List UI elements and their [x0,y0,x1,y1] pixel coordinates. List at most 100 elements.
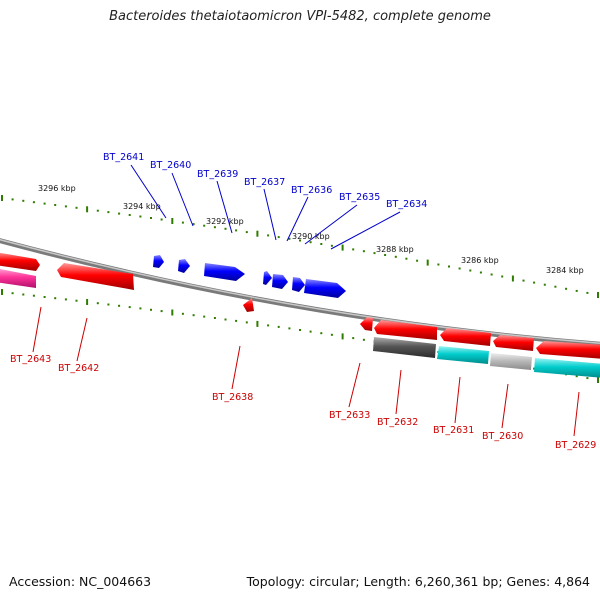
gene-label-bt2638[interactable]: BT_2638 [212,392,253,403]
minor-tick [533,367,536,370]
minor-tick [362,250,365,253]
minor-tick [309,241,312,244]
gene-label-bt2637[interactable]: BT_2637 [244,177,285,188]
gene-arrow-bt2633[interactable] [360,317,373,331]
major-tick [341,333,344,340]
minor-tick [575,289,578,292]
gene-arrow-bt2638[interactable] [243,298,254,312]
minor-tick [107,211,110,214]
minor-tick [235,229,238,232]
gene-arrow-bt2632[interactable] [374,320,437,340]
minor-tick [213,317,216,319]
gene-arrow-bt2635[interactable] [292,277,305,292]
gene-label-bt2630[interactable]: BT_2630 [482,431,523,442]
gene-label-bt2640[interactable]: BT_2640 [150,160,191,171]
minor-tick [330,333,333,336]
minor-tick [192,223,195,226]
ruler-label: 3286 kbp [461,256,499,265]
gene-label-bt2634[interactable]: BT_2634 [386,199,427,210]
gene-arrow-bt2642[interactable] [57,263,134,290]
minor-tick [96,209,99,212]
gene-arrow-bt2643[interactable] [0,252,40,271]
minor-tick [288,327,291,330]
minor-tick [224,318,227,321]
minor-tick [54,297,57,300]
minor-tick [224,227,227,230]
gene-label-bt2639[interactable]: BT_2639 [197,169,238,180]
gene-label-bt2629[interactable]: BT_2629 [555,440,596,451]
minor-tick [277,325,280,328]
minor-tick [75,206,78,209]
gene-label-bt2642[interactable]: BT_2642 [58,363,99,374]
gene-label-bt2632[interactable]: BT_2632 [377,417,418,428]
minor-tick [320,243,323,245]
gene-label-bt2643[interactable]: BT_2643 [10,354,51,365]
minor-tick [150,308,152,311]
minor-tick [32,201,35,204]
feature-track-gray [373,337,436,358]
major-tick [341,244,344,251]
major-tick [171,218,174,224]
minor-tick [32,294,35,297]
minor-tick [118,212,121,215]
minor-tick [479,271,482,274]
minor-tick [43,202,46,205]
ruler-label: 3292 kbp [206,217,244,226]
gene-arrow-bt2630[interactable] [493,335,534,351]
minor-tick [501,275,504,278]
minor-tick [245,321,248,324]
gene-label-bt2631[interactable]: BT_2631 [433,425,474,436]
major-tick [426,259,429,266]
minor-tick [245,231,248,234]
minor-tick [267,234,270,237]
minor-tick [75,299,78,302]
minor-tick [118,304,121,307]
minor-tick [11,292,14,295]
minor-tick [416,259,419,262]
forward-gene-labels: BT_2641 BT_2640 BT_2639 BT_2637 BT_2636 … [103,152,427,210]
minor-tick [373,252,376,255]
minor-tick [54,204,57,206]
gene-arrow-bt2634[interactable] [304,279,346,298]
minor-tick [586,377,589,380]
minor-tick [362,338,365,341]
gene-label-bt2635[interactable]: BT_2635 [339,192,380,203]
minor-tick [299,239,301,242]
minor-tick [107,303,110,306]
map-title: Bacteroides thetaiotaomicron VPI-5482, c… [109,9,491,24]
minor-tick [490,273,493,276]
minor-tick [22,199,25,202]
ruler-label: 3284 kbp [546,266,584,275]
gene-label-bt2636[interactable]: BT_2636 [291,185,332,196]
minor-tick [437,263,440,266]
ruler-label: 3296 kbp [38,184,76,193]
minor-tick [203,315,206,318]
gene-arrow-bt2639[interactable] [204,263,245,281]
minor-tick [405,257,408,260]
minor-tick [352,248,355,251]
minor-tick [554,285,557,288]
gene-arrow-bt2637[interactable] [263,271,272,285]
minor-tick [522,279,525,282]
minor-tick [128,306,131,309]
minor-tick [22,293,25,296]
minor-tick [299,329,301,331]
gene-arrow-bt2641[interactable] [153,255,164,268]
gene-arrow-bt2636[interactable] [272,274,288,289]
gene-arrow-bt2631[interactable] [440,328,491,346]
major-tick [256,230,259,237]
gene-label-bt2641[interactable]: BT_2641 [103,152,144,163]
major-tick [1,289,3,295]
major-tick [597,377,599,383]
minor-tick [150,217,152,219]
gene-arrow-bt2640[interactable] [178,259,190,273]
minor-tick [394,255,397,258]
minor-tick [384,254,387,256]
major-tick [256,320,259,327]
minor-tick [543,283,546,286]
feature-track-pink [0,268,36,288]
gene-label-bt2633[interactable]: BT_2633 [329,410,370,421]
minor-tick [43,296,46,298]
gene-arrow-bt2629[interactable] [536,341,600,359]
